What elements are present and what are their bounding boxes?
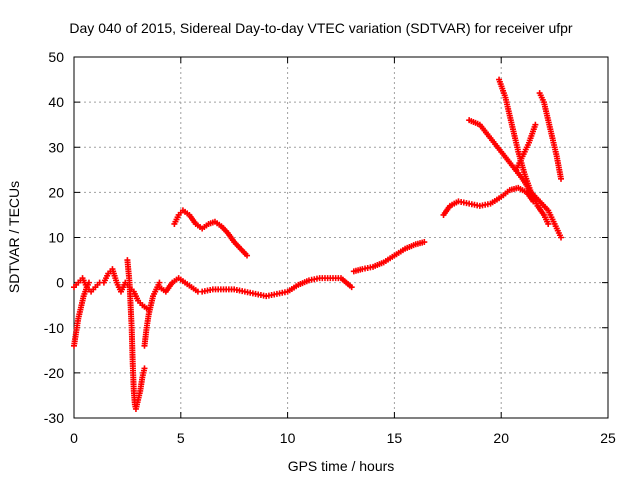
data-track <box>440 184 537 218</box>
data-track <box>71 279 92 349</box>
y-axis-label: SDTVAR / TECUs <box>6 181 22 293</box>
data-track <box>171 207 251 259</box>
x-tick-label: 20 <box>493 430 509 446</box>
data-track <box>536 90 565 182</box>
data-track <box>350 239 428 275</box>
y-tick-label: -20 <box>44 365 64 381</box>
data-track <box>124 257 148 412</box>
data-track <box>156 275 355 300</box>
data-point <box>141 365 148 372</box>
data-point <box>532 121 539 128</box>
data-point <box>421 239 428 246</box>
x-axis-label: GPS time / hours <box>288 458 395 474</box>
x-tick-label: 10 <box>280 430 296 446</box>
y-tick-label: -10 <box>44 320 64 336</box>
x-tick-label: 25 <box>600 430 616 446</box>
y-tick-label: -30 <box>44 410 64 426</box>
x-tick-label: 5 <box>177 430 185 446</box>
ticks-layer: 0 5 10 15 20 25 -30 -20 -10 0 10 20 30 40 50 <box>44 49 616 446</box>
chart-title: Day 040 of 2015, Sidereal Day-to-day VTE… <box>69 20 573 36</box>
data-point <box>348 284 355 291</box>
data-point <box>558 234 565 241</box>
data-point <box>558 175 565 182</box>
data-point <box>244 252 251 259</box>
data-track <box>71 266 152 313</box>
y-tick-label: 10 <box>48 230 64 246</box>
y-tick-label: 50 <box>48 49 64 65</box>
y-tick-label: 0 <box>56 275 64 291</box>
y-tick-label: 30 <box>48 139 64 155</box>
x-tick-label: 0 <box>70 430 78 446</box>
points-layer <box>71 76 565 412</box>
grid-layer <box>74 57 608 418</box>
data-track <box>513 121 539 173</box>
data-point <box>545 220 552 227</box>
data-track <box>496 76 552 227</box>
data-track <box>141 279 163 349</box>
x-tick-label: 15 <box>387 430 403 446</box>
y-tick-label: 40 <box>48 94 64 110</box>
y-tick-label: 20 <box>48 184 64 200</box>
